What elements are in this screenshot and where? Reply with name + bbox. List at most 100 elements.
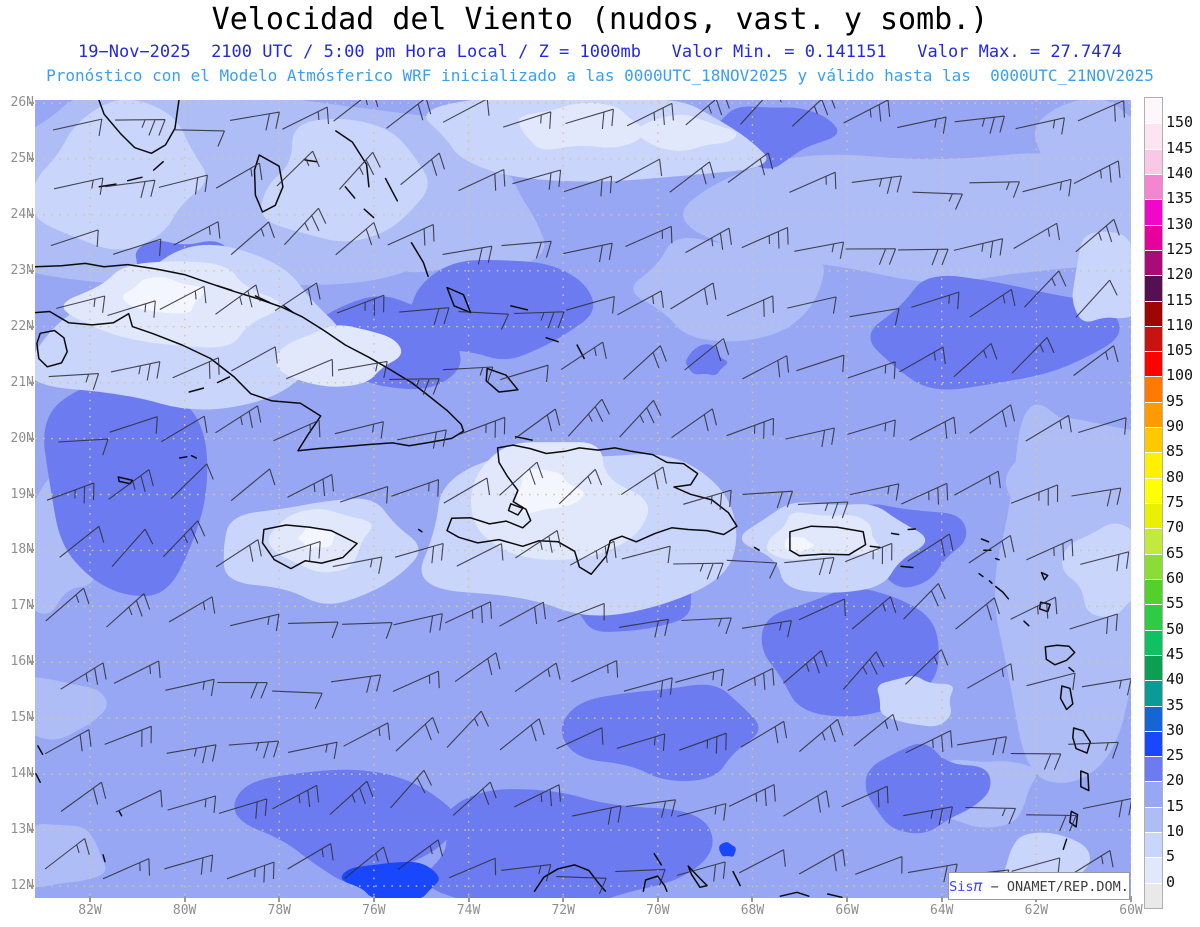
legend-color-cell bbox=[1145, 401, 1162, 428]
legend-value-label: 45 bbox=[1166, 644, 1185, 663]
lat-label: 15N bbox=[10, 710, 34, 726]
wind-barb bbox=[50, 229, 99, 247]
wind-barb bbox=[1015, 117, 1065, 135]
legend-color-cell bbox=[1145, 832, 1162, 858]
wind-barb bbox=[1075, 218, 1120, 253]
coastline bbox=[687, 865, 708, 889]
wind-barb bbox=[335, 222, 380, 256]
wind-barb bbox=[387, 223, 435, 246]
legend-color-cell bbox=[1145, 148, 1162, 174]
lat-tick bbox=[29, 717, 34, 720]
coastline bbox=[485, 367, 519, 393]
coastline bbox=[216, 376, 231, 384]
legend-color-cell bbox=[1145, 452, 1162, 478]
wind-barb bbox=[969, 181, 1020, 198]
wind-barb bbox=[231, 346, 278, 372]
wind-barb bbox=[670, 282, 717, 310]
lat-tick bbox=[29, 605, 34, 608]
wind-barb bbox=[443, 477, 491, 504]
wind-barb bbox=[1068, 741, 1119, 759]
wind-barb bbox=[397, 429, 447, 449]
wind-barb bbox=[673, 562, 724, 580]
wind-barb bbox=[228, 740, 280, 759]
wind-barb bbox=[282, 106, 330, 130]
wind-barb bbox=[1010, 752, 1062, 770]
wind-barb bbox=[457, 416, 506, 438]
coastline bbox=[1040, 571, 1049, 581]
wind-barb bbox=[106, 593, 151, 628]
wind-barb bbox=[965, 806, 1017, 825]
wind-barb bbox=[620, 466, 667, 496]
wind-barb bbox=[969, 404, 1016, 434]
pi-logo-icon: π bbox=[973, 877, 983, 895]
lat-tick bbox=[29, 437, 34, 440]
lon-tick bbox=[940, 896, 943, 902]
wind-barb bbox=[272, 690, 323, 709]
wind-barb bbox=[1011, 857, 1061, 875]
wind-barb bbox=[789, 171, 837, 193]
wind-barb bbox=[512, 169, 562, 190]
wind-barb bbox=[909, 416, 957, 441]
legend-color-cell bbox=[1145, 857, 1162, 883]
wind-speed-colorbar bbox=[1144, 97, 1163, 909]
lon-label: 62W bbox=[1024, 903, 1049, 918]
wind-barb bbox=[615, 868, 666, 886]
wind-barb bbox=[796, 354, 845, 373]
legend-value-label: 40 bbox=[1166, 670, 1185, 689]
wind-barb bbox=[683, 489, 732, 510]
wind-barb bbox=[571, 660, 619, 683]
lon-tick bbox=[846, 896, 849, 902]
wind-barb bbox=[58, 438, 109, 456]
wind-barb bbox=[111, 528, 154, 567]
legend-value-label: 60 bbox=[1166, 568, 1185, 587]
legend-value-label: 5 bbox=[1166, 847, 1176, 866]
wind-barb bbox=[679, 732, 727, 754]
lat-tick bbox=[29, 325, 34, 328]
wind-barb bbox=[391, 479, 440, 497]
wind-barb bbox=[332, 556, 383, 574]
lon-tick bbox=[751, 896, 754, 902]
wind-barb bbox=[787, 296, 837, 314]
wind-barb bbox=[954, 115, 1005, 134]
wind-barb bbox=[393, 613, 443, 633]
wind-barb bbox=[851, 596, 897, 630]
legend-value-label: 105 bbox=[1166, 341, 1194, 360]
watermark-box: Sisπ − ONAMET/REP.DOM. bbox=[948, 872, 1130, 900]
coastline bbox=[907, 528, 917, 531]
wind-barb bbox=[104, 725, 152, 747]
wind-barb bbox=[215, 162, 263, 189]
wind-barb bbox=[899, 346, 946, 373]
coastline bbox=[417, 528, 423, 533]
legend-value-label: 0 bbox=[1166, 872, 1176, 891]
wind-barb bbox=[53, 177, 104, 195]
wind-barb bbox=[847, 361, 896, 379]
wind-barb bbox=[173, 221, 221, 246]
wind-barb bbox=[618, 618, 669, 638]
legend-color-cell bbox=[1145, 730, 1162, 757]
wind-barb bbox=[560, 341, 607, 371]
wind-barb bbox=[567, 398, 610, 437]
legend-color-cell bbox=[1145, 503, 1162, 529]
coastline bbox=[152, 160, 164, 171]
lat-label: 21N bbox=[10, 374, 34, 390]
wind-barb bbox=[107, 300, 156, 318]
page-title: Velocidad del Viento (nudos, vast. y som… bbox=[211, 2, 989, 37]
wind-barb bbox=[394, 542, 444, 564]
wind-barb bbox=[174, 129, 226, 147]
coastline bbox=[826, 893, 843, 899]
wind-barb bbox=[727, 668, 775, 691]
coastline bbox=[36, 329, 68, 368]
wind-barb bbox=[953, 343, 998, 378]
lon-tick bbox=[467, 896, 470, 902]
lat-tick bbox=[29, 829, 34, 832]
coastline bbox=[126, 176, 143, 182]
wind-barb bbox=[621, 545, 671, 564]
wind-barb bbox=[389, 378, 440, 395]
wind-barb bbox=[113, 660, 161, 684]
lat-tick bbox=[29, 269, 34, 272]
wind-barb bbox=[842, 651, 885, 690]
coastline bbox=[446, 444, 738, 575]
wind-barb bbox=[397, 839, 444, 870]
wind-barb bbox=[669, 161, 715, 193]
